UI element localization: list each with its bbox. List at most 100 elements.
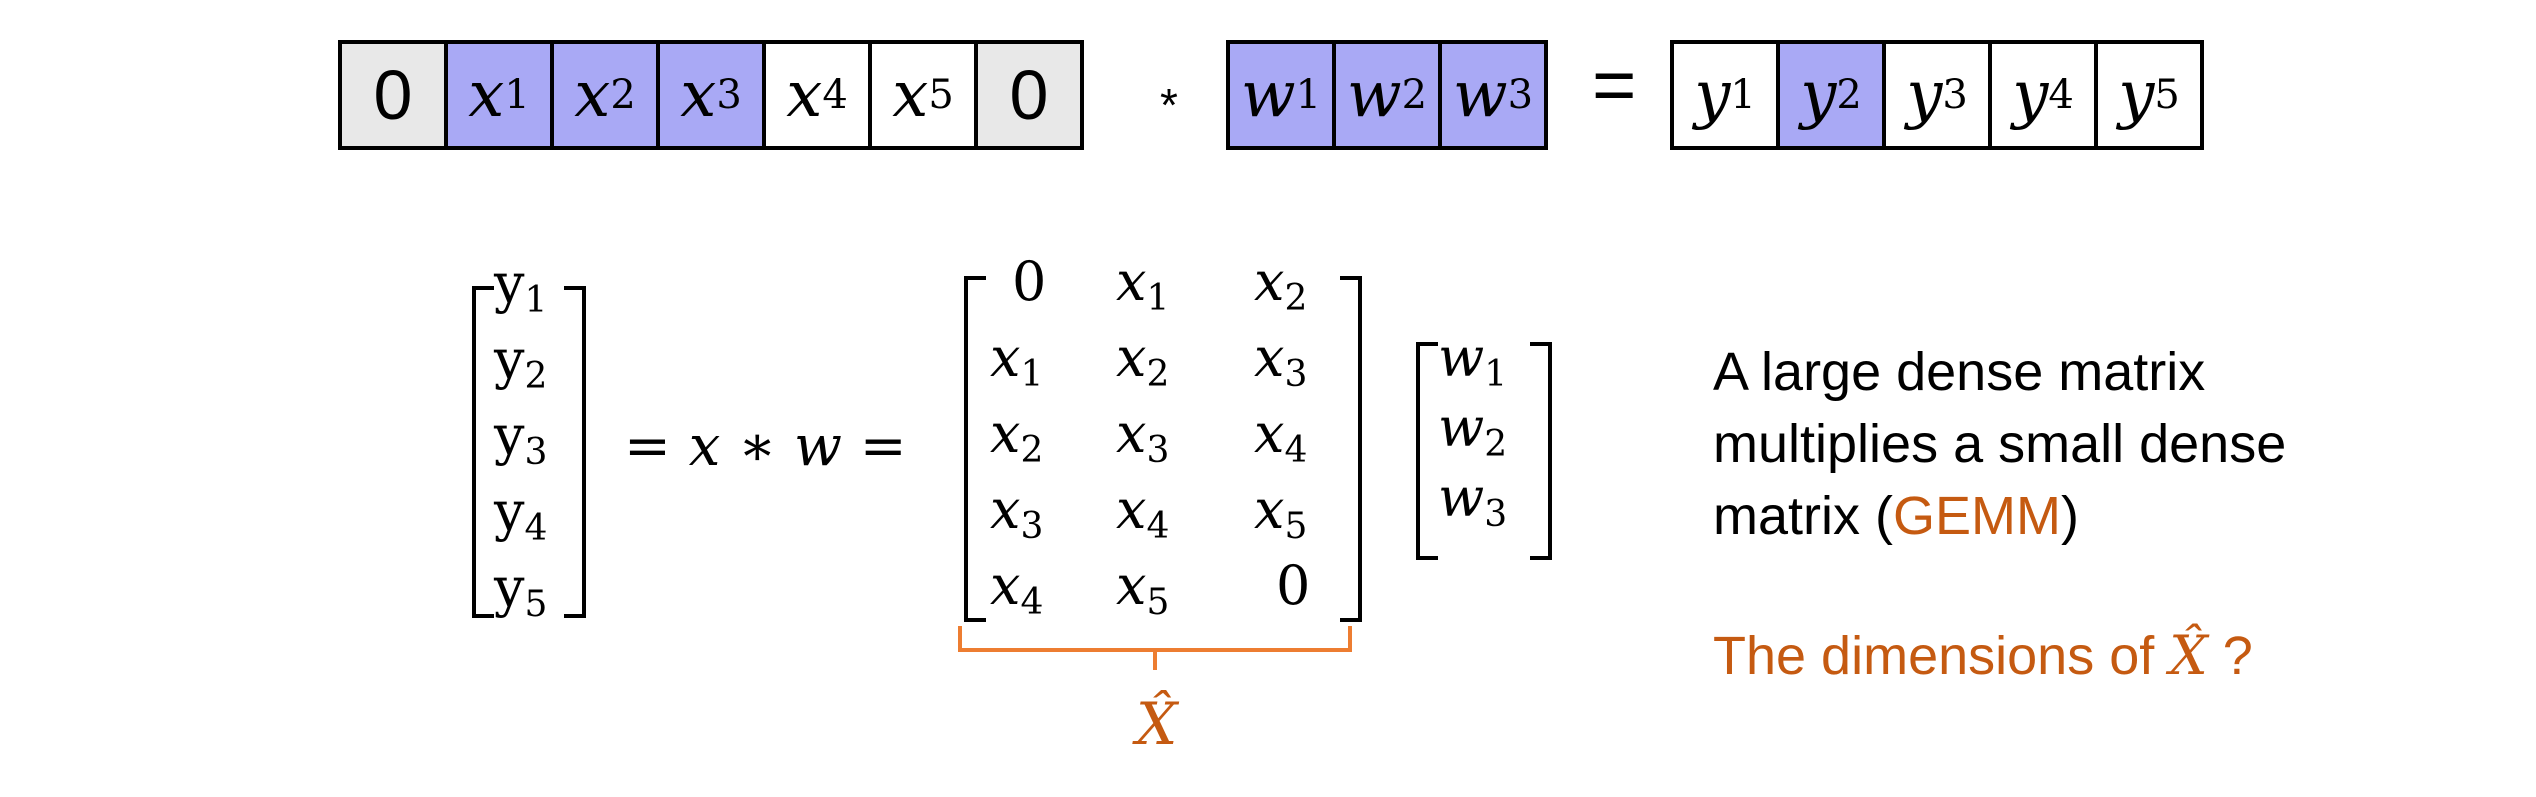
- description-line-1: A large dense matrix: [1713, 342, 2206, 402]
- x-hat-entry-subscript: 2: [1146, 354, 1170, 395]
- x-hat-entry-subscript: 5: [1146, 582, 1170, 623]
- x-hat-entry-symbol: x: [990, 554, 1021, 617]
- y-vector-entry: y3: [494, 404, 547, 473]
- convolution-operator: *: [1160, 79, 1178, 131]
- x-hat-entry: x3: [990, 478, 1043, 547]
- x-hat-entry: x5: [1254, 478, 1307, 547]
- w-cell-subscript: 2: [1401, 72, 1428, 118]
- y-cell-subscript: 3: [1942, 72, 1968, 118]
- x-cell-symbol: x: [574, 58, 611, 132]
- x-hat-entry-subscript: 5: [1284, 506, 1308, 547]
- x-hat-label: X̂: [1136, 690, 1178, 758]
- description: A large dense matrix multiplies a small …: [1713, 336, 2286, 552]
- w-vector-entry-symbol: w: [1438, 466, 1485, 529]
- dimensions-question: The dimensions of X̂ ?: [1713, 620, 2253, 692]
- left-bracket: [472, 286, 494, 618]
- x-hat-entry-subscript: 2: [1020, 430, 1044, 471]
- y-vector-entry-symbol: y: [494, 328, 525, 391]
- x-hat-entry-symbol: x: [1116, 402, 1147, 465]
- w-cell-subscript: 3: [1507, 72, 1534, 118]
- w-vector-entry-subscript: 3: [1484, 494, 1508, 535]
- x-hat-entry-subscript: 4: [1146, 506, 1170, 547]
- x-hat-entry: 0: [1012, 250, 1046, 313]
- y-cell-subscript: 2: [1836, 72, 1862, 118]
- w-cell-symbol: w: [1452, 58, 1508, 132]
- x-cell-subscript: 2: [610, 72, 636, 118]
- y-cell-symbol: y: [1800, 58, 1837, 132]
- x-hat-entry: x4: [1254, 402, 1307, 471]
- equation-middle: = x ∗ w =: [624, 414, 907, 479]
- y-vector-entry: y1: [494, 252, 547, 321]
- y-cell-symbol: y: [1694, 58, 1731, 132]
- x-hat-entry: x1: [1116, 250, 1169, 319]
- x-cell-symbol: x: [468, 58, 505, 132]
- question-suffix: ?: [2207, 626, 2253, 686]
- x-hat-entry-symbol: 0: [1276, 554, 1311, 617]
- x-hat-entry-subscript: 4: [1020, 582, 1044, 623]
- question-prefix: The dimensions of: [1713, 626, 2170, 686]
- x-hat-entry: x5: [1116, 554, 1169, 623]
- x-cell-symbol: 0: [373, 56, 413, 134]
- w-cell-symbol: w: [1240, 58, 1296, 132]
- x-hat-entry-subscript: 1: [1020, 354, 1044, 395]
- x-hat-entry-symbol: 0: [1012, 250, 1047, 313]
- y-cell-subscript: 5: [2154, 72, 2180, 118]
- x-cell-symbol: 0: [1009, 56, 1049, 134]
- y-vector-entry: y2: [494, 328, 547, 397]
- description-line-3-suffix: ): [2060, 486, 2079, 546]
- x-hat-entry: x2: [1116, 326, 1169, 395]
- x-hat-entry-symbol: x: [1116, 250, 1147, 313]
- right-bracket: [564, 286, 586, 618]
- x-cell-symbol: x: [786, 58, 823, 132]
- left-bracket: [964, 276, 986, 622]
- y-cell-subscript: 4: [2048, 72, 2074, 118]
- y-cell-symbol: y: [2012, 58, 2049, 132]
- y-vector-entry-subscript: 4: [524, 508, 548, 549]
- y-vector-entry-symbol: y: [494, 252, 525, 315]
- x-hat-entry-symbol: x: [1254, 478, 1285, 541]
- x-cell-subscript: 1: [504, 72, 530, 118]
- left-bracket: [1416, 342, 1438, 560]
- equals-sign: =: [1592, 43, 1637, 128]
- x-hat-entry-symbol: x: [990, 326, 1021, 389]
- x-hat-entry-symbol: x: [1254, 326, 1285, 389]
- x-cell-symbol: x: [680, 58, 717, 132]
- y-vector-entry-subscript: 2: [524, 356, 548, 397]
- x-hat-entry: x3: [1116, 402, 1169, 471]
- y-vector-entry-subscript: 1: [524, 280, 548, 321]
- w-vector-entry: w3: [1438, 466, 1507, 535]
- x-hat-entry-subscript: 1: [1146, 278, 1170, 319]
- y-vector-entry-subscript: 5: [524, 584, 548, 625]
- x-hat-entry-subscript: 3: [1284, 354, 1308, 395]
- x-hat-entry-subscript: 3: [1146, 430, 1170, 471]
- y-cell-symbol: y: [1906, 58, 1943, 132]
- y-vector-entry: y4: [494, 480, 547, 549]
- x-cell-symbol: x: [892, 58, 929, 132]
- y-vector-entry: y5: [494, 556, 547, 625]
- w-cell-symbol: w: [1346, 58, 1402, 132]
- gemm-label: GEMM: [1892, 486, 2061, 546]
- x-hat-entry-subscript: 2: [1284, 278, 1308, 319]
- w-vector-entry: w2: [1438, 396, 1507, 465]
- w-vector-entry-subscript: 2: [1484, 424, 1508, 465]
- x-hat-entry: x1: [990, 326, 1043, 395]
- y-vector-entry-symbol: y: [494, 556, 525, 619]
- x-hat-entry-symbol: x: [1254, 250, 1285, 313]
- w-vector-entry: w1: [1438, 326, 1507, 395]
- x-hat-entry: 0: [1276, 554, 1310, 617]
- x-hat-entry: x4: [1116, 478, 1169, 547]
- description-line-2: multiplies a small dense: [1713, 414, 2287, 474]
- right-bracket: [1530, 342, 1552, 560]
